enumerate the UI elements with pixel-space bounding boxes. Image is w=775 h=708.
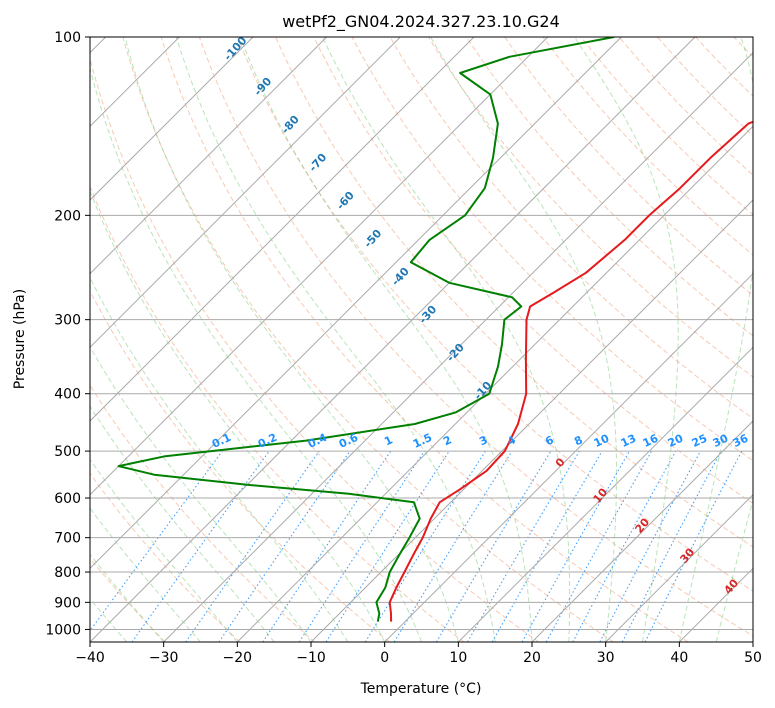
isotherm-line: [90, 37, 254, 201]
mixing-ratio-label: 30: [711, 432, 731, 450]
isotherm-line: [90, 37, 475, 422]
isotherm-line: [310, 199, 753, 642]
y-tick-label: 1000: [45, 622, 81, 638]
mixing-ratio-label: 36: [731, 432, 751, 450]
dry-adiabat-line: [313, 37, 753, 505]
x-tick-label: −30: [149, 650, 179, 666]
mixing-ratio-line: [393, 450, 513, 642]
x-tick-label: 10: [449, 650, 467, 666]
moist-adiabat-line: [90, 345, 312, 642]
dry-adiabat-line: [90, 384, 316, 642]
y-tick-label: 600: [54, 491, 81, 507]
isotherm-line: [384, 272, 753, 642]
dry-adiabat-line: [275, 37, 753, 548]
moist-adiabat-line: [430, 37, 617, 642]
dry-adiabat-line: [90, 185, 465, 642]
series-layer: [117, 37, 753, 622]
mixing-ratio-label: 20: [666, 432, 686, 450]
moist-adiabat-line: [90, 189, 386, 642]
mixing-ratio-line: [90, 450, 223, 632]
moist-adiabat-line: [175, 37, 496, 642]
y-axis-label: Pressure (hPa): [12, 289, 28, 389]
x-tick-label: 30: [597, 650, 615, 666]
x-tick-label: −20: [223, 650, 253, 666]
isotherm-line: [163, 51, 753, 642]
isotherm-line: [531, 420, 753, 642]
moist-adiabat-line: [90, 276, 349, 642]
isotherm-line: [605, 493, 753, 642]
dry-adiabat-line: [504, 37, 753, 296]
mixing-ratio-line: [521, 450, 630, 642]
y-tick-label: 400: [54, 387, 81, 403]
x-tick-label: 0: [380, 650, 389, 666]
isotherm-line: [90, 37, 401, 349]
moist-adiabat-line: [90, 553, 165, 642]
dry-adiabat-line: [90, 472, 241, 642]
mixing-ratio-line: [325, 450, 450, 642]
dry-adiabat-line: [122, 37, 614, 642]
x-tick-label: 50: [744, 650, 762, 666]
plot-frame: [89, 36, 754, 643]
isotherm-line: [236, 125, 753, 642]
mixing-ratio-line: [185, 450, 320, 642]
moist-adiabat-line: [239, 37, 533, 642]
temperature-profile-line: [388, 120, 753, 622]
dry-adiabat-line: [237, 37, 753, 592]
moist-adiabat-line: [90, 507, 201, 642]
dry-adiabat-line: [351, 37, 753, 462]
mixing-ratio-label: 13: [619, 432, 638, 450]
mixing-ratio-label: 16: [641, 432, 661, 450]
x-tick-label: 40: [670, 650, 688, 666]
mixing-ratio-line: [545, 450, 653, 642]
moist-adiabat-line: [574, 37, 679, 642]
dry-adiabat-line: [90, 56, 540, 642]
dry-adiabat-line: [427, 37, 753, 378]
isotherm-line: [457, 346, 753, 642]
axis-layer: −40 −30 −20 −10 0 10 20 30 40 50 100 200 300 400 500 60…: [45, 30, 762, 666]
moist-adiabat-line: [90, 65, 422, 642]
x-tick-label: −10: [296, 650, 326, 666]
x-tick-label: 20: [523, 650, 541, 666]
moist-adiabat-line: [124, 37, 459, 642]
dry-adiabat-line: [90, 557, 166, 642]
isotherm-line: [90, 37, 549, 496]
chart-title: wetPf2_GN04.2024.327.23.10.G24: [282, 12, 560, 32]
mixing-ratio-line: [298, 450, 425, 642]
isotherm-line: [752, 641, 753, 642]
isotherm-line: [90, 37, 622, 570]
x-tick-label: −40: [75, 650, 105, 666]
mixing-ratio-label: 10: [592, 432, 612, 450]
y-tick-label: 100: [54, 30, 81, 46]
y-tick-label: 700: [54, 531, 81, 547]
moist-adiabat-line: [90, 597, 128, 642]
moist-adiabat-line: [90, 458, 238, 642]
y-tick-label: 500: [54, 444, 81, 460]
mixing-ratio-line: [218, 450, 351, 642]
isotherm-line: [90, 37, 328, 275]
moist-adiabat-line: [715, 498, 753, 642]
dry-adiabat-line: [160, 37, 689, 642]
grid-layer: [90, 37, 753, 642]
x-axis-label: Temperature (°C): [360, 681, 482, 697]
mixing-ratio-label: 25: [690, 432, 709, 450]
dry-adiabat-line: [90, 290, 390, 642]
isotherm-line: [90, 37, 696, 642]
dewpoint-profile-line: [117, 37, 615, 622]
mixing-ratio-line: [644, 450, 743, 642]
y-tick-label: 900: [54, 595, 81, 611]
mixing-ratio-line: [572, 450, 677, 642]
y-tick-label: 300: [54, 313, 81, 329]
y-tick-label: 200: [54, 208, 81, 224]
dry-adiabat-line: [198, 37, 753, 637]
mixing-ratio-line: [131, 450, 270, 642]
y-tick-label: 800: [54, 565, 81, 581]
moist-adiabat-line: [322, 37, 571, 642]
moist-adiabat-line: [678, 37, 753, 642]
